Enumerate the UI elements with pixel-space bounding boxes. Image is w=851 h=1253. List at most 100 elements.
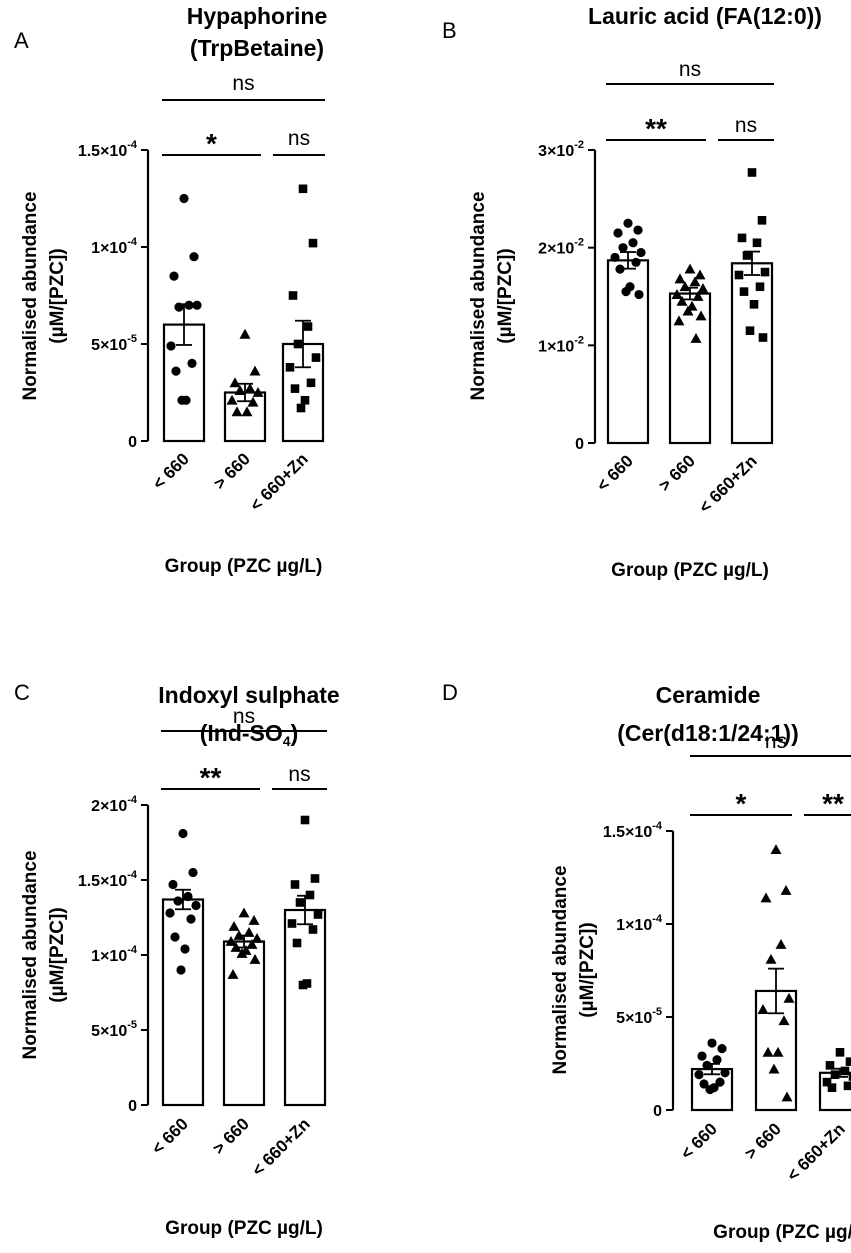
y-tick-mantissa: 0 — [653, 1103, 662, 1120]
bar — [222, 940, 266, 1107]
y-tick-exponent: -4 — [127, 236, 138, 248]
significance-label: ns — [288, 763, 310, 786]
x-tick-label: < 660+Zn — [783, 1119, 849, 1185]
data-point — [310, 874, 320, 883]
data-point — [628, 238, 638, 248]
x-tick-label: < 660+Zn — [248, 1114, 314, 1180]
chart-title: Lauric acid (FA(12:0)) — [588, 3, 822, 29]
data-point — [173, 896, 183, 906]
y-axis-label: Normalised abundance (µM/[PZC]) — [468, 191, 516, 400]
y-tick-mantissa: 3×10 — [538, 143, 574, 160]
significance-label: ns — [735, 114, 757, 137]
x-tick-label: > 660 — [655, 451, 699, 495]
data-point — [170, 932, 180, 942]
data-point — [300, 815, 310, 825]
y-tick-exponent: -4 — [127, 869, 138, 881]
data-point — [186, 914, 196, 924]
data-point — [252, 387, 264, 397]
data-point — [634, 289, 644, 300]
bar — [161, 898, 205, 1107]
panel-letter: D — [442, 680, 458, 705]
data-point — [770, 844, 782, 854]
y-tick-mantissa: 0 — [575, 436, 584, 453]
panel-letter: A — [14, 28, 29, 53]
x-tick-label: > 660 — [741, 1119, 785, 1163]
y-tick-label: 0 — [128, 434, 137, 451]
y-tick-mantissa: 2×10 — [91, 798, 127, 815]
y-tick-mantissa: 1×10 — [538, 338, 574, 355]
data-point — [179, 193, 189, 204]
data-point — [303, 322, 313, 331]
y-tick-exponent: -2 — [574, 334, 584, 346]
data-point — [757, 1004, 769, 1014]
data-point — [848, 1072, 851, 1081]
data-point — [183, 891, 193, 902]
data-point — [618, 243, 628, 253]
panel-c: C Indoxyl sulphate(Ind-SO4)05×10-51×10-41… — [14, 680, 340, 1239]
chart-title: Ceramide — [656, 682, 761, 708]
data-point — [165, 908, 175, 918]
data-point — [168, 879, 178, 890]
data-point — [636, 247, 646, 258]
data-point — [671, 289, 683, 299]
y-axis-label-line: Normalised abundance — [20, 191, 41, 400]
data-point — [682, 305, 694, 316]
x-tick-label: < 660+Zn — [246, 449, 312, 515]
panel-letter: B — [442, 18, 457, 43]
chart-title-line: Hypaphorine — [187, 3, 328, 29]
y-tick-exponent: -4 — [127, 794, 138, 806]
data-point — [621, 287, 631, 297]
y-tick-mantissa: 5×10 — [91, 1023, 127, 1040]
y-tick-label: 3×10-2 — [538, 139, 584, 160]
y-tick-mantissa: 0 — [128, 1098, 137, 1115]
data-point — [712, 1055, 722, 1065]
data-point — [715, 1077, 725, 1087]
y-tick-mantissa: 1×10 — [91, 240, 127, 257]
x-tick-label: > 660 — [209, 1114, 253, 1158]
data-point — [293, 339, 303, 349]
data-point — [313, 910, 323, 919]
data-point — [720, 1068, 730, 1078]
y-tick-label: 1×10-2 — [538, 334, 584, 355]
data-point — [747, 168, 757, 177]
data-point — [765, 953, 777, 964]
y-tick-label: 2×10-2 — [538, 237, 584, 258]
y-tick-exponent: -2 — [574, 139, 584, 151]
data-point — [610, 252, 620, 263]
panel-d: D Ceramide(Cer(d18:1/24:1))05×10-51×10-41… — [442, 680, 851, 1243]
data-point — [300, 395, 310, 405]
significance-label: ** — [645, 113, 667, 144]
data-point — [845, 1057, 851, 1066]
data-point — [236, 948, 248, 958]
chart-title: (TrpBetaine) — [190, 35, 324, 61]
data-point — [734, 270, 744, 280]
data-point — [781, 1091, 793, 1102]
data-point — [249, 365, 261, 376]
chart-title-line: Indoxyl sulphate — [158, 682, 339, 708]
chart-title-line: Ceramide — [656, 682, 761, 708]
data-point — [684, 263, 696, 274]
y-axis-label: Normalised abundance (µM/[PZC]) — [20, 191, 68, 400]
y-tick-mantissa: 1.5×10 — [78, 143, 127, 160]
data-point — [298, 980, 308, 990]
data-point — [768, 1063, 780, 1074]
data-point — [227, 969, 239, 979]
data-point — [184, 300, 194, 310]
data-point — [234, 385, 246, 395]
data-point — [290, 880, 300, 889]
data-point — [189, 252, 199, 262]
chart-title-line: (Ind-SO — [200, 720, 283, 746]
bar — [283, 908, 327, 1107]
data-point — [241, 406, 253, 417]
data-point — [840, 1066, 850, 1076]
y-tick-exponent: -4 — [652, 820, 663, 832]
data-point — [783, 992, 795, 1003]
data-point — [306, 378, 316, 388]
data-point — [615, 264, 625, 274]
x-axis-label: Group (PZC µg/L) — [165, 556, 323, 577]
data-point — [695, 310, 707, 321]
data-point — [246, 939, 258, 949]
data-point — [188, 867, 198, 878]
data-point — [292, 938, 302, 948]
